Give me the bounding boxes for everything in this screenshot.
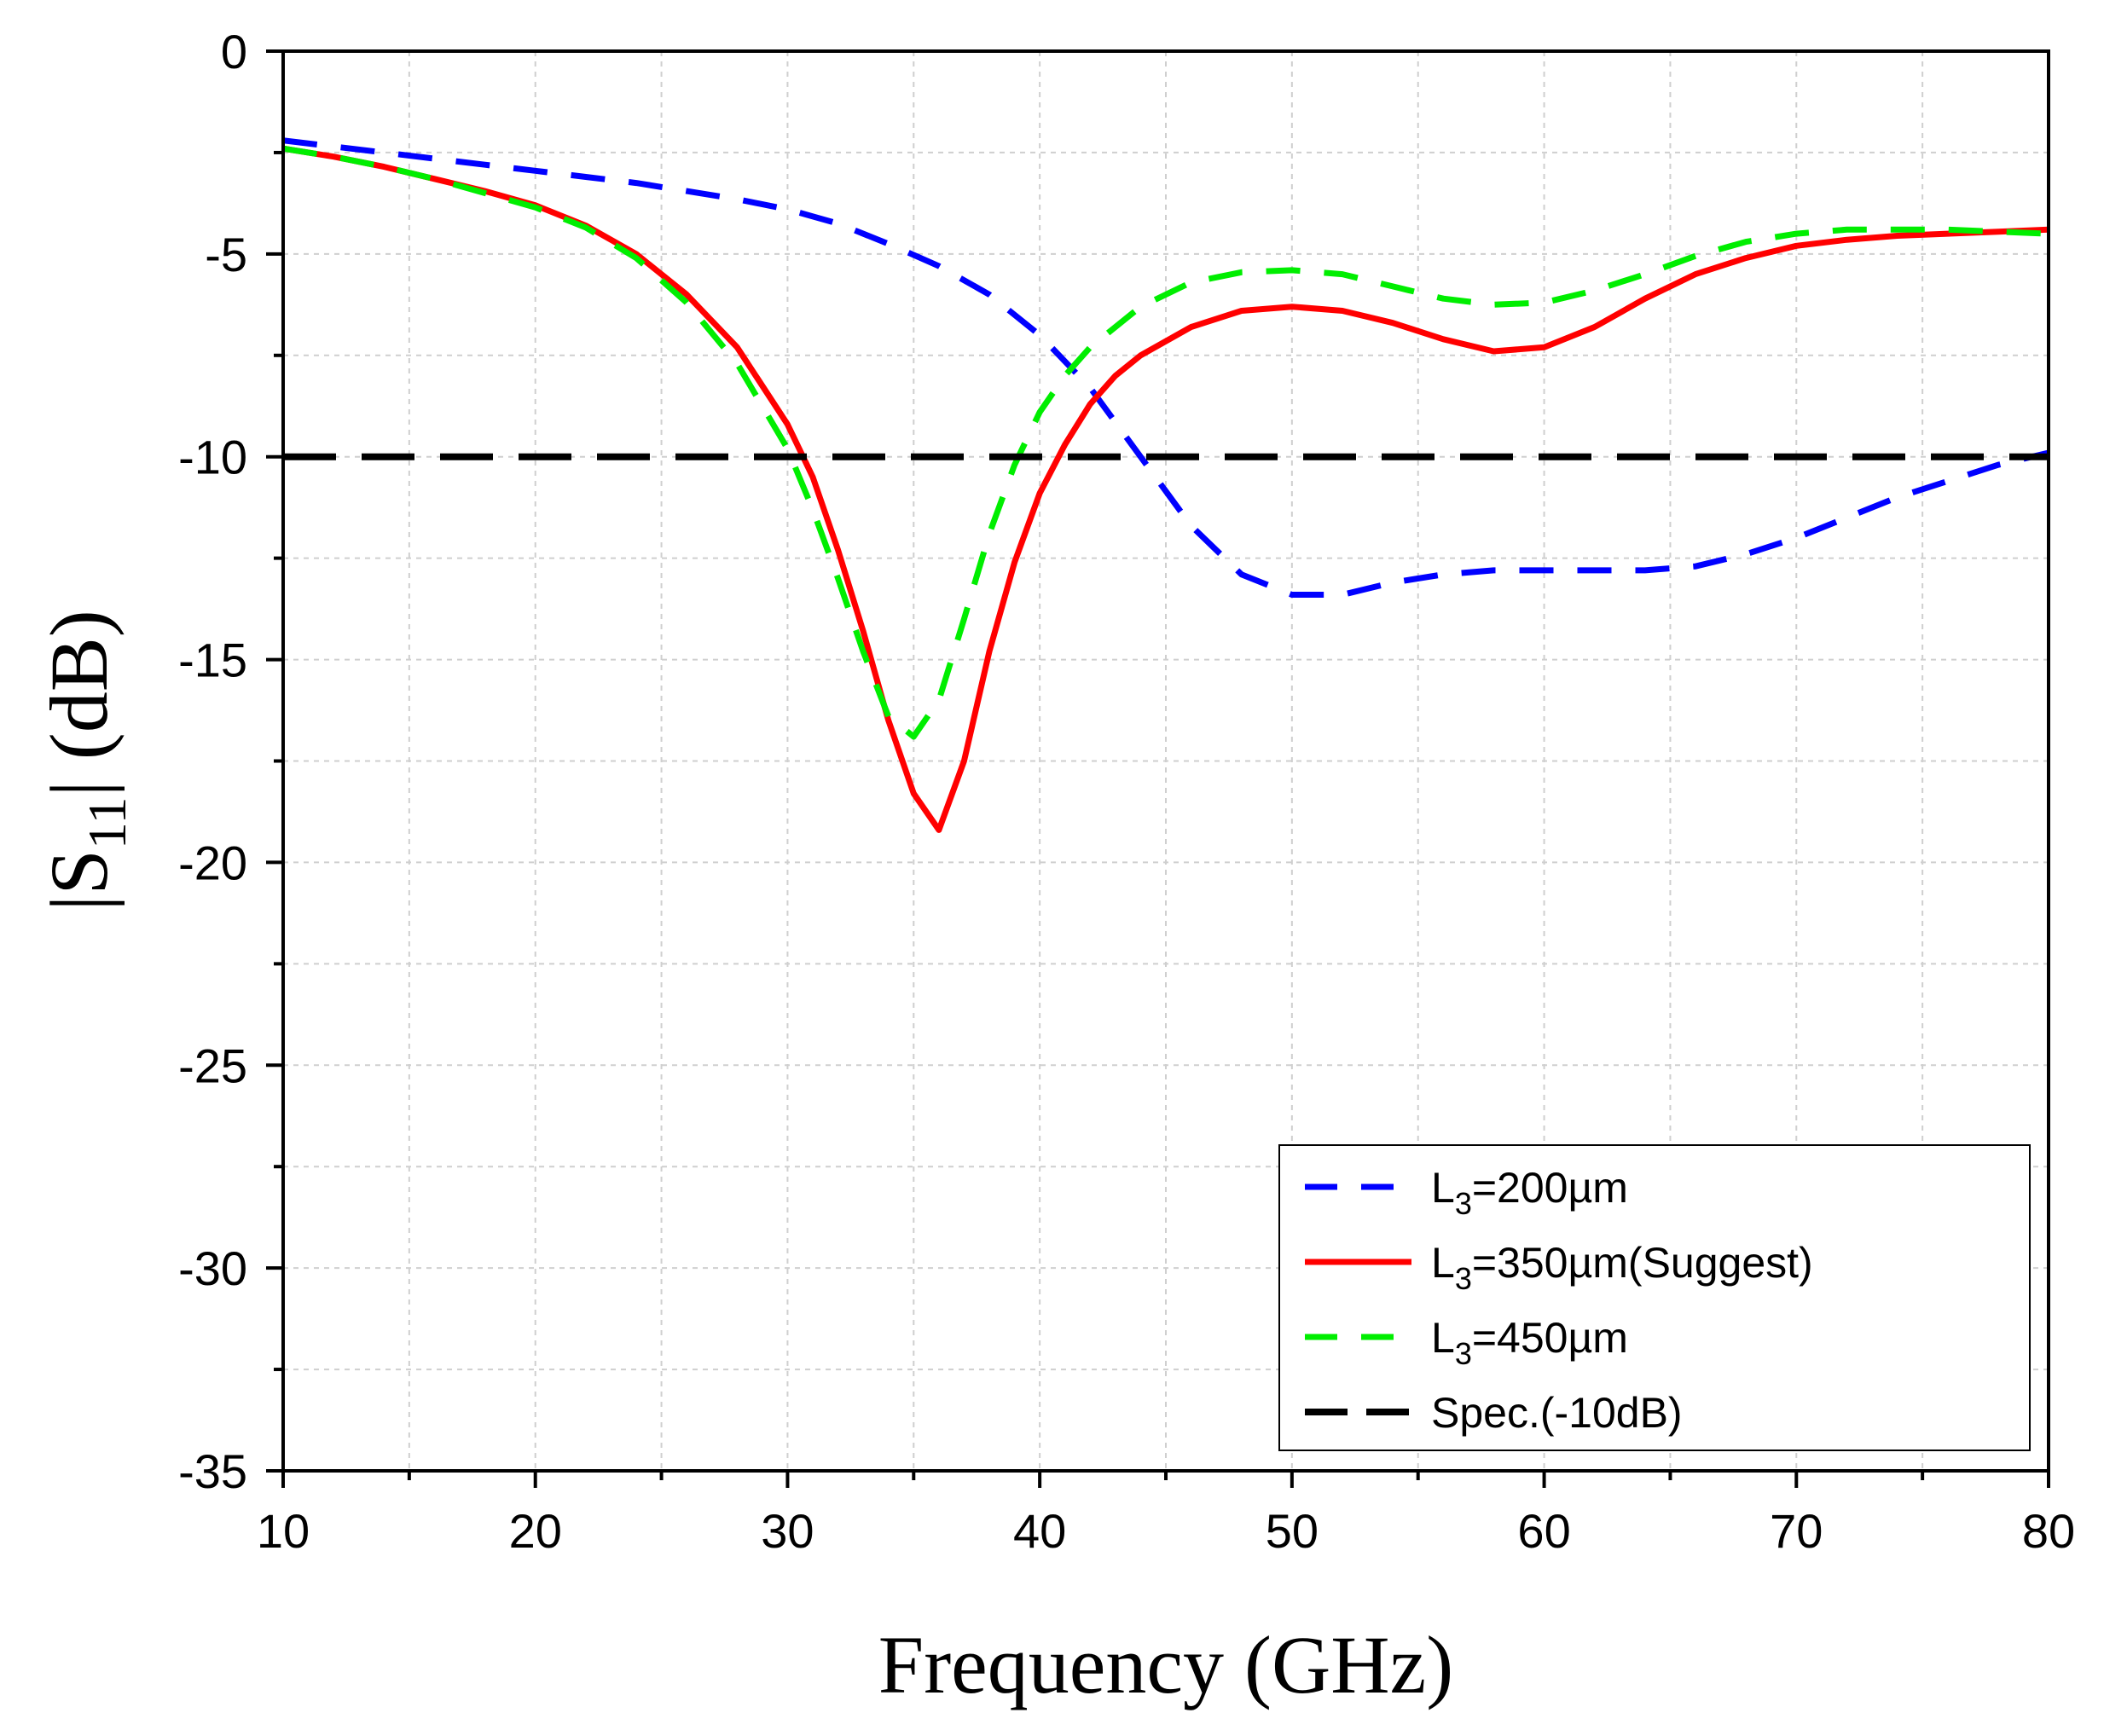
legend-label-subscript: 3 xyxy=(1455,1186,1472,1221)
series-line-3 xyxy=(283,145,2049,740)
y-tick-label: -5 xyxy=(205,228,247,281)
legend-label-main: L xyxy=(1431,1164,1455,1212)
y-tick-label: -30 xyxy=(178,1241,247,1295)
legend-label-main: L xyxy=(1431,1239,1455,1287)
legend: L3=200µmL3=350µm(Suggest)L3=450µmSpec.(-… xyxy=(1278,1144,2031,1451)
y-tick-labels: 0 -5 -10 -15 -20 -25 -30 -35 xyxy=(178,25,247,1498)
x-tick-label: 70 xyxy=(1770,1504,1823,1558)
y-tick-label: -15 xyxy=(178,634,247,687)
legend-label-subscript: 3 xyxy=(1455,1336,1472,1371)
x-tick-labels: 10 20 30 40 50 60 70 80 xyxy=(257,1504,2075,1558)
legend-label-2: L3=350µm(Suggest) xyxy=(1431,1239,1813,1296)
x-tick-label: 50 xyxy=(1266,1504,1319,1558)
y-tick-label: -25 xyxy=(178,1039,247,1092)
y-axis-title-subscript: 11 xyxy=(77,796,137,849)
legend-label-main: Spec.(-10dB) xyxy=(1431,1389,1683,1437)
y-axis-title-suffix: | (dB) xyxy=(33,610,125,796)
legend-label-subscript: 3 xyxy=(1455,1261,1472,1296)
legend-label-rest: =200µm xyxy=(1472,1164,1628,1212)
axis-ticks xyxy=(266,49,2050,1488)
y-tick-label: -20 xyxy=(178,836,247,889)
legend-label-main: L xyxy=(1431,1314,1455,1362)
legend-label-3: L3=450µm xyxy=(1431,1314,1628,1371)
legend-box xyxy=(1278,1144,2031,1451)
y-tick-label: 0 xyxy=(221,25,247,78)
x-tick-label: 40 xyxy=(1013,1504,1066,1558)
x-tick-label: 20 xyxy=(509,1504,562,1558)
y-tick-label: -35 xyxy=(178,1444,247,1498)
legend-label-1: L3=200µm xyxy=(1431,1164,1628,1221)
legend-label-4: Spec.(-10dB) xyxy=(1431,1389,1683,1437)
x-tick-label: 30 xyxy=(761,1504,814,1558)
x-tick-label: 60 xyxy=(1517,1504,1570,1558)
legend-label-rest: =350µm(Suggest) xyxy=(1472,1239,1813,1287)
series-group xyxy=(283,137,2049,833)
grid-lines xyxy=(283,51,2049,1471)
y-axis-title-prefix: |S xyxy=(33,849,125,911)
x-axis-title: Frequency (GHz) xyxy=(878,1619,1453,1710)
y-tick-label: -10 xyxy=(178,431,247,484)
series-line-2 xyxy=(283,145,2049,833)
x-tick-label: 10 xyxy=(257,1504,310,1558)
series-line-1 xyxy=(283,137,2049,598)
y-axis-title: |S11| (dB) xyxy=(33,610,137,911)
x-tick-label: 80 xyxy=(2022,1504,2075,1558)
legend-label-rest: =450µm xyxy=(1472,1314,1628,1362)
